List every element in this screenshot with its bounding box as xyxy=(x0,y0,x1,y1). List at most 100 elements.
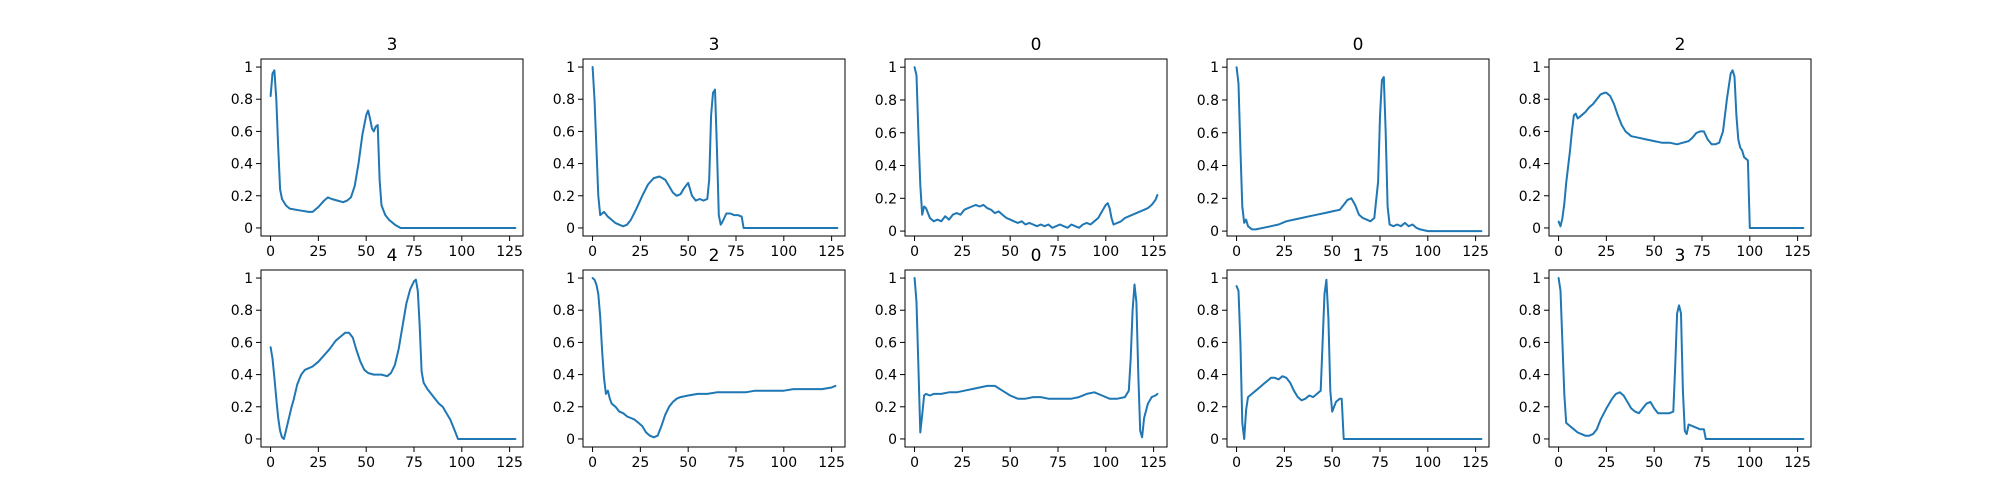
y-tick-label: 0.8 xyxy=(875,93,897,109)
y-tick-label: 0.6 xyxy=(1519,335,1541,351)
x-tick-label: 25 xyxy=(1275,244,1293,260)
x-tick-label: 0 xyxy=(588,455,597,471)
y-tick-label: 0.2 xyxy=(231,400,253,416)
series-line xyxy=(269,69,517,229)
x-tick-label: 25 xyxy=(309,244,327,260)
y-tick-label: 0.6 xyxy=(553,335,575,351)
y-tick-label: 0.4 xyxy=(231,157,253,173)
y-tick-label: 1 xyxy=(1532,271,1541,287)
x-tick-label: 50 xyxy=(1645,455,1663,471)
subplot-title: 2 xyxy=(1675,35,1686,55)
y-tick-label: 0 xyxy=(1532,432,1541,448)
x-tick-label: 125 xyxy=(818,244,845,260)
y-tick-label: 0.8 xyxy=(1519,92,1541,108)
x-tick-label: 125 xyxy=(496,244,523,260)
y-tick-label: 0.8 xyxy=(553,303,575,319)
y-tick-label: 0 xyxy=(1532,221,1541,237)
x-tick-label: 75 xyxy=(405,244,423,260)
x-tick-label: 25 xyxy=(309,455,327,471)
x-tick-label: 75 xyxy=(1049,244,1067,260)
x-tick-label: 0 xyxy=(266,244,275,260)
series-line xyxy=(1235,278,1483,440)
x-tick-label: 125 xyxy=(1462,244,1489,260)
x-tick-label: 0 xyxy=(1554,244,1563,260)
y-tick-label: 0 xyxy=(1210,432,1219,448)
y-tick-label: 0.4 xyxy=(553,368,575,384)
y-tick-label: 0.8 xyxy=(1519,303,1541,319)
x-tick-label: 125 xyxy=(1462,455,1489,471)
x-tick-label: 50 xyxy=(357,455,375,471)
subplot-5: 2 0 25 50 75 100 125 0 0.2 0.4 0.6 0.8 1 xyxy=(1519,35,1812,260)
series-line xyxy=(269,278,517,440)
series-line xyxy=(1235,66,1483,233)
y-tick-label: 0.2 xyxy=(553,400,575,416)
y-tick-label: 0.4 xyxy=(553,157,575,173)
x-tick-label: 75 xyxy=(1693,455,1711,471)
subplot-6: 4 0 25 50 75 100 125 0 0.2 0.4 0.6 0.8 1 xyxy=(231,246,524,471)
x-tick-label: 25 xyxy=(1597,244,1615,260)
x-tick-label: 0 xyxy=(588,244,597,260)
y-tick-label: 0.6 xyxy=(231,124,253,140)
plot-frame xyxy=(1226,58,1490,237)
y-tick-label: 0.4 xyxy=(1197,368,1219,384)
y-tick-label: 0.2 xyxy=(1197,400,1219,416)
x-tick-label: 75 xyxy=(727,244,745,260)
x-tick-label: 25 xyxy=(631,244,649,260)
x-tick-label: 100 xyxy=(1092,244,1119,260)
x-tick-label: 100 xyxy=(1736,455,1763,471)
y-tick-label: 0.4 xyxy=(1197,159,1219,175)
y-tick-label: 1 xyxy=(566,271,575,287)
y-tick-label: 0.4 xyxy=(875,368,897,384)
y-tick-label: 0.2 xyxy=(1519,400,1541,416)
series-line xyxy=(591,66,839,229)
subplot-title: 3 xyxy=(1675,246,1686,266)
y-tick-label: 0.6 xyxy=(553,124,575,140)
y-tick-label: 1 xyxy=(1532,60,1541,76)
series-line xyxy=(591,277,837,439)
plot-frame xyxy=(260,58,524,237)
y-tick-label: 0.6 xyxy=(875,335,897,351)
y-tick-label: 0.2 xyxy=(1519,189,1541,205)
x-tick-label: 75 xyxy=(727,455,745,471)
y-tick-label: 0.4 xyxy=(231,368,253,384)
y-tick-label: 0.8 xyxy=(1197,303,1219,319)
x-tick-label: 50 xyxy=(1645,244,1663,260)
x-tick-label: 75 xyxy=(1693,244,1711,260)
y-tick-label: 0.4 xyxy=(1519,368,1541,384)
x-tick-label: 100 xyxy=(770,244,797,260)
y-tick-label: 1 xyxy=(1210,60,1219,76)
y-tick-label: 0 xyxy=(244,221,253,237)
plot-frame xyxy=(582,58,846,237)
y-tick-label: 0 xyxy=(566,432,575,448)
subplot-title: 4 xyxy=(387,246,398,266)
x-tick-label: 25 xyxy=(953,244,971,260)
y-tick-label: 0.6 xyxy=(1519,124,1541,140)
y-tick-label: 0.6 xyxy=(875,126,897,142)
x-tick-label: 75 xyxy=(1371,455,1389,471)
x-tick-label: 125 xyxy=(496,455,523,471)
y-tick-label: 1 xyxy=(888,60,897,76)
x-tick-label: 125 xyxy=(1140,455,1167,471)
subplot-7: 2 0 25 50 75 100 125 0 0.2 0.4 0.6 0.8 1 xyxy=(553,246,846,471)
y-tick-label: 0.6 xyxy=(231,335,253,351)
x-tick-label: 0 xyxy=(1232,455,1241,471)
x-tick-label: 50 xyxy=(1001,244,1019,260)
y-tick-label: 0.6 xyxy=(1197,126,1219,142)
x-tick-label: 100 xyxy=(448,455,475,471)
y-tick-label: 0 xyxy=(888,224,897,240)
y-tick-label: 0.2 xyxy=(875,191,897,207)
x-tick-label: 0 xyxy=(1232,244,1241,260)
y-tick-label: 0.6 xyxy=(1197,335,1219,351)
y-tick-label: 0.2 xyxy=(1197,191,1219,207)
plot-frame xyxy=(904,269,1168,448)
subplot-title: 3 xyxy=(709,35,720,55)
y-tick-label: 0.2 xyxy=(231,189,253,205)
x-tick-label: 50 xyxy=(1323,244,1341,260)
series-line xyxy=(1557,277,1805,440)
y-tick-label: 0 xyxy=(244,432,253,448)
plot-frame xyxy=(582,269,846,448)
y-tick-label: 0 xyxy=(566,221,575,237)
